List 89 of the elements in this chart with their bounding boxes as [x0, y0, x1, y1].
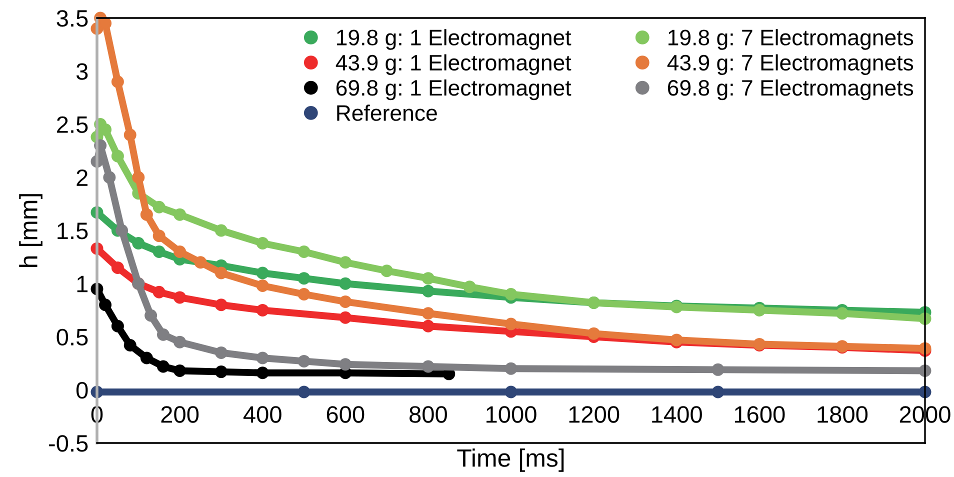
x-tick-label: 800 — [410, 406, 447, 423]
point — [111, 150, 124, 162]
y-tick-label: 3.5 — [56, 10, 88, 27]
point — [111, 320, 124, 332]
point — [256, 266, 269, 280]
legend-label: 19.8 g: 1 Electromagnet — [337, 29, 572, 50]
point — [103, 171, 116, 184]
x-axis-title: Time [ms] — [457, 448, 564, 472]
legend-label: 69.8 g: 1 Electromagnet — [336, 79, 572, 100]
x-tick-label: 1400 — [652, 406, 702, 423]
x-tick-label: 1800 — [818, 406, 868, 423]
point — [504, 386, 518, 398]
point — [214, 266, 228, 280]
point — [174, 246, 186, 258]
x-tick-label: 600 — [326, 406, 364, 423]
point — [504, 362, 518, 375]
point — [380, 264, 394, 278]
point — [124, 339, 136, 352]
point — [256, 366, 269, 380]
point — [174, 208, 186, 221]
point — [116, 224, 128, 237]
point — [152, 286, 166, 298]
point — [214, 346, 228, 359]
point — [152, 230, 166, 242]
y-tick-label: 1 — [77, 276, 88, 292]
point — [194, 256, 207, 269]
point — [174, 291, 186, 304]
point — [422, 272, 434, 285]
point — [132, 237, 145, 250]
point — [174, 336, 186, 348]
point — [132, 171, 145, 184]
point — [152, 246, 166, 258]
point — [588, 327, 600, 340]
point — [111, 261, 124, 274]
y-tick-label: -0.5 — [49, 435, 88, 452]
point — [256, 304, 269, 316]
legend-label: 43.9 g: 7 Electromagnets — [667, 54, 914, 75]
point — [339, 295, 352, 308]
point — [422, 360, 434, 373]
point — [256, 237, 269, 250]
y-axis-title: h [mm] — [19, 194, 42, 267]
y-tick-label: 2.5 — [57, 116, 88, 134]
point — [140, 208, 153, 221]
point — [156, 360, 170, 373]
point — [339, 277, 352, 290]
y-tick-label: 2 — [76, 169, 88, 186]
point — [422, 307, 434, 320]
y-tick-label: 0 — [76, 382, 88, 399]
y-tick-label: 0.5 — [56, 328, 88, 346]
point — [339, 358, 352, 371]
point — [124, 128, 136, 142]
point — [256, 280, 269, 292]
legend-label: Reference — [337, 104, 437, 121]
point — [463, 280, 476, 294]
x-tick-label: 400 — [243, 406, 282, 423]
point — [836, 307, 848, 320]
point — [298, 354, 310, 368]
legend-label: 19.8 g: 7 Electromagnets — [668, 29, 914, 50]
x-tick-label: 200 — [161, 406, 199, 423]
point — [214, 298, 228, 312]
point — [504, 288, 518, 300]
x-tick-label: 1200 — [569, 406, 620, 423]
point — [298, 386, 310, 398]
point — [712, 386, 724, 398]
point — [156, 328, 170, 341]
point — [174, 364, 186, 377]
point — [422, 320, 434, 332]
point — [256, 352, 269, 364]
point — [99, 298, 112, 312]
point — [422, 284, 434, 298]
point — [111, 76, 124, 88]
point — [339, 311, 352, 324]
point — [152, 200, 166, 214]
point — [298, 272, 310, 285]
point — [214, 224, 228, 237]
point — [140, 352, 153, 364]
point — [214, 366, 228, 378]
point — [144, 309, 158, 322]
point — [504, 318, 518, 330]
x-tick-label: 1000 — [486, 406, 536, 423]
point — [339, 256, 352, 269]
y-tick-label: 3 — [76, 63, 88, 80]
legend-label: 43.9 g: 1 Electromagnet — [336, 54, 572, 75]
legend-label: 69.8 g: 7 Electromagnets — [668, 79, 914, 100]
x-tick-label: 1600 — [734, 406, 785, 423]
point — [298, 246, 310, 258]
y-tick-label: 1.5 — [58, 222, 88, 240]
point — [298, 288, 310, 300]
point — [712, 363, 724, 376]
